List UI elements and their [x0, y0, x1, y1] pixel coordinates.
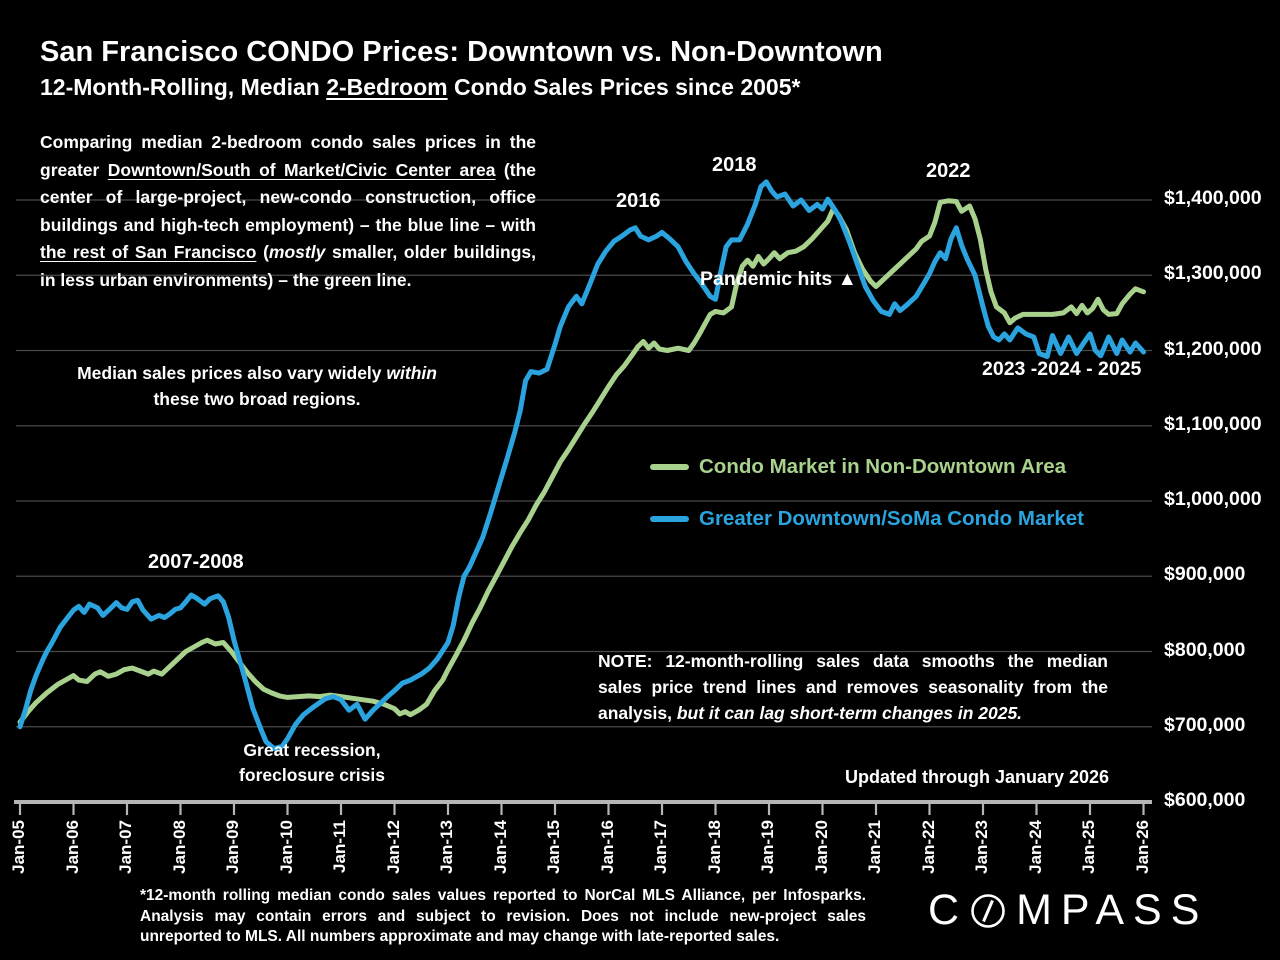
text-segment: 2-Bedroom — [326, 74, 448, 100]
x-tick-label: Jan-13 — [437, 820, 459, 888]
x-tick-label-text: Jan-14 — [490, 820, 510, 874]
annotation-2023-2025: 2023 -2024 - 2025 — [982, 358, 1142, 380]
x-tick-label: Jan-06 — [63, 820, 85, 888]
intro-paragraph: Comparing median 2-bedroom condo sales p… — [40, 129, 536, 294]
aside-note: Median sales prices also vary widely wit… — [62, 360, 452, 412]
text-segment: smaller, older buildings, in less urban … — [40, 242, 536, 290]
text-segment: Median sales prices also vary widely — [77, 363, 387, 383]
text-segment: ( — [256, 242, 269, 262]
x-tick-label-text: Jan-10 — [276, 820, 296, 874]
x-tick-label-text: Jan-12 — [383, 820, 403, 874]
x-tick-label-text: Jan-18 — [704, 820, 724, 874]
x-tick-label-text: Jan-15 — [544, 820, 563, 874]
compass-needle-o-icon — [971, 893, 1005, 928]
x-tick-label: Jan-05 — [9, 820, 31, 888]
x-tick-label-text: Jan-11 — [330, 820, 349, 873]
x-tick-label: Jan-14 — [491, 820, 513, 888]
x-tick-label: Jan-09 — [223, 820, 245, 888]
x-tick-label: Jan-24 — [1026, 820, 1048, 888]
y-tick-label: $900,000 — [1164, 563, 1246, 586]
x-tick-label-text: Jan-23 — [972, 820, 991, 874]
blue-line-swatch-icon — [650, 516, 689, 522]
x-tick-label: Jan-16 — [598, 820, 620, 888]
annotation-pandemic-hits: Pandemic hits ▲ — [700, 268, 857, 290]
compass-logo: C MPASS — [928, 886, 1208, 935]
x-tick-label: Jan-17 — [651, 820, 673, 888]
note-paragraph: NOTE: 12-month-rolling sales data smooth… — [598, 648, 1108, 726]
legend-item-downtown: Greater Downtown/SoMa Condo Market — [650, 507, 1084, 531]
annotation-2022: 2022 — [926, 160, 971, 182]
x-tick-label: Jan-12 — [384, 820, 406, 888]
x-tick-label-text: Jan-22 — [918, 820, 938, 874]
y-tick-label: $1,200,000 — [1164, 337, 1262, 360]
x-tick-label: Jan-25 — [1079, 820, 1101, 888]
x-tick-label-text: Jan-09 — [223, 820, 242, 874]
x-tick-label: Jan-07 — [116, 820, 138, 888]
annotation-great-recession-line2: foreclosure crisis — [239, 765, 385, 785]
y-tick-label: $1,100,000 — [1164, 412, 1262, 435]
downtown-series-line — [17, 179, 1146, 752]
annotation-great-recession: Great recession, foreclosure crisis — [226, 738, 398, 788]
x-tick-label: Jan-26 — [1133, 820, 1155, 888]
x-tick-label: Jan-23 — [972, 820, 994, 888]
text-segment: mostly — [268, 242, 326, 262]
text-segment: Condo Sales Prices since 2005* — [447, 74, 801, 100]
x-tick-label-text: Jan-06 — [62, 820, 82, 874]
text-segment: (the center of large-project, new-condo … — [40, 159, 536, 235]
x-tick-label: Jan-10 — [277, 820, 299, 888]
compass-logo-letters-mpass: MPASS — [1016, 886, 1209, 934]
text-segment: within — [386, 363, 437, 383]
text-segment: the rest of San Francisco — [40, 242, 257, 262]
text-segment: Downtown/South of Market/Civic Center ar… — [107, 159, 496, 180]
x-tick-label-text: Jan-08 — [169, 820, 189, 874]
annotation-2018: 2018 — [712, 154, 757, 176]
text-segment: these two broad regions. — [153, 389, 361, 409]
y-tick-label: $1,300,000 — [1164, 262, 1262, 285]
y-tick-label: $800,000 — [1164, 638, 1246, 661]
x-tick-label-text: Jan-19 — [758, 820, 777, 874]
x-tick-label: Jan-11 — [330, 820, 352, 888]
x-tick-label-text: Jan-20 — [811, 820, 831, 874]
page-subtitle: 12-Month-Rolling, Median 2-Bedroom Condo… — [40, 74, 800, 101]
annotation-great-recession-line1: Great recession, — [243, 740, 381, 760]
y-tick-label: $1,400,000 — [1164, 187, 1262, 209]
annotation-2007-2008: 2007-2008 — [148, 551, 244, 573]
y-tick-label: $600,000 — [1164, 789, 1246, 811]
text-segment: 12-Month-Rolling, Median — [40, 74, 327, 100]
x-tick-label: Jan-20 — [812, 820, 834, 888]
x-tick-label-text: Jan-13 — [437, 820, 456, 874]
x-tick-label-text: Jan-05 — [9, 820, 28, 874]
x-tick-label-text: Jan-21 — [865, 820, 884, 874]
text-segment: but it can lag short-term changes in 202… — [676, 703, 1023, 723]
legend-label-non-downtown: Condo Market in Non-Downtown Area — [699, 455, 1067, 478]
text-segment: Comparing median 2-bedroom condo sales p… — [40, 132, 536, 180]
legend-item-non-downtown: Condo Market in Non-Downtown Area — [650, 455, 1066, 479]
green-line-swatch-icon — [650, 464, 689, 470]
x-tick-label-text: Jan-24 — [1025, 820, 1045, 874]
text-segment: NOTE: 12-month-rolling sales data smooth… — [598, 651, 1108, 723]
x-tick-label: Jan-21 — [865, 820, 887, 888]
legend-label-downtown: Greater Downtown/SoMa Condo Market — [699, 507, 1084, 530]
y-tick-label: $1,000,000 — [1164, 488, 1262, 510]
x-tick-label: Jan-08 — [170, 820, 192, 888]
y-tick-label: $700,000 — [1164, 713, 1246, 736]
x-tick-label-text: Jan-26 — [1132, 820, 1152, 874]
x-tick-label: Jan-19 — [758, 820, 780, 888]
compass-logo-letter-c: C — [928, 886, 969, 934]
x-tick-label-text: Jan-16 — [597, 820, 617, 874]
annotation-2016: 2016 — [616, 190, 661, 212]
footnote-disclaimer: *12-month rolling median condo sales val… — [140, 887, 866, 945]
page-title: San Francisco CONDO Prices: Downtown vs.… — [40, 36, 883, 68]
non-downtown-series-line — [17, 198, 1146, 725]
x-tick-label: Jan-18 — [705, 820, 727, 888]
x-tick-label-text: Jan-17 — [651, 820, 670, 874]
x-tick-label: Jan-22 — [919, 820, 941, 888]
x-tick-label-text: Jan-25 — [1079, 820, 1098, 874]
x-tick-label-text: Jan-07 — [116, 820, 135, 874]
updated-through-label: Updated through January 2026 — [845, 767, 1110, 787]
x-tick-label: Jan-15 — [544, 820, 566, 888]
